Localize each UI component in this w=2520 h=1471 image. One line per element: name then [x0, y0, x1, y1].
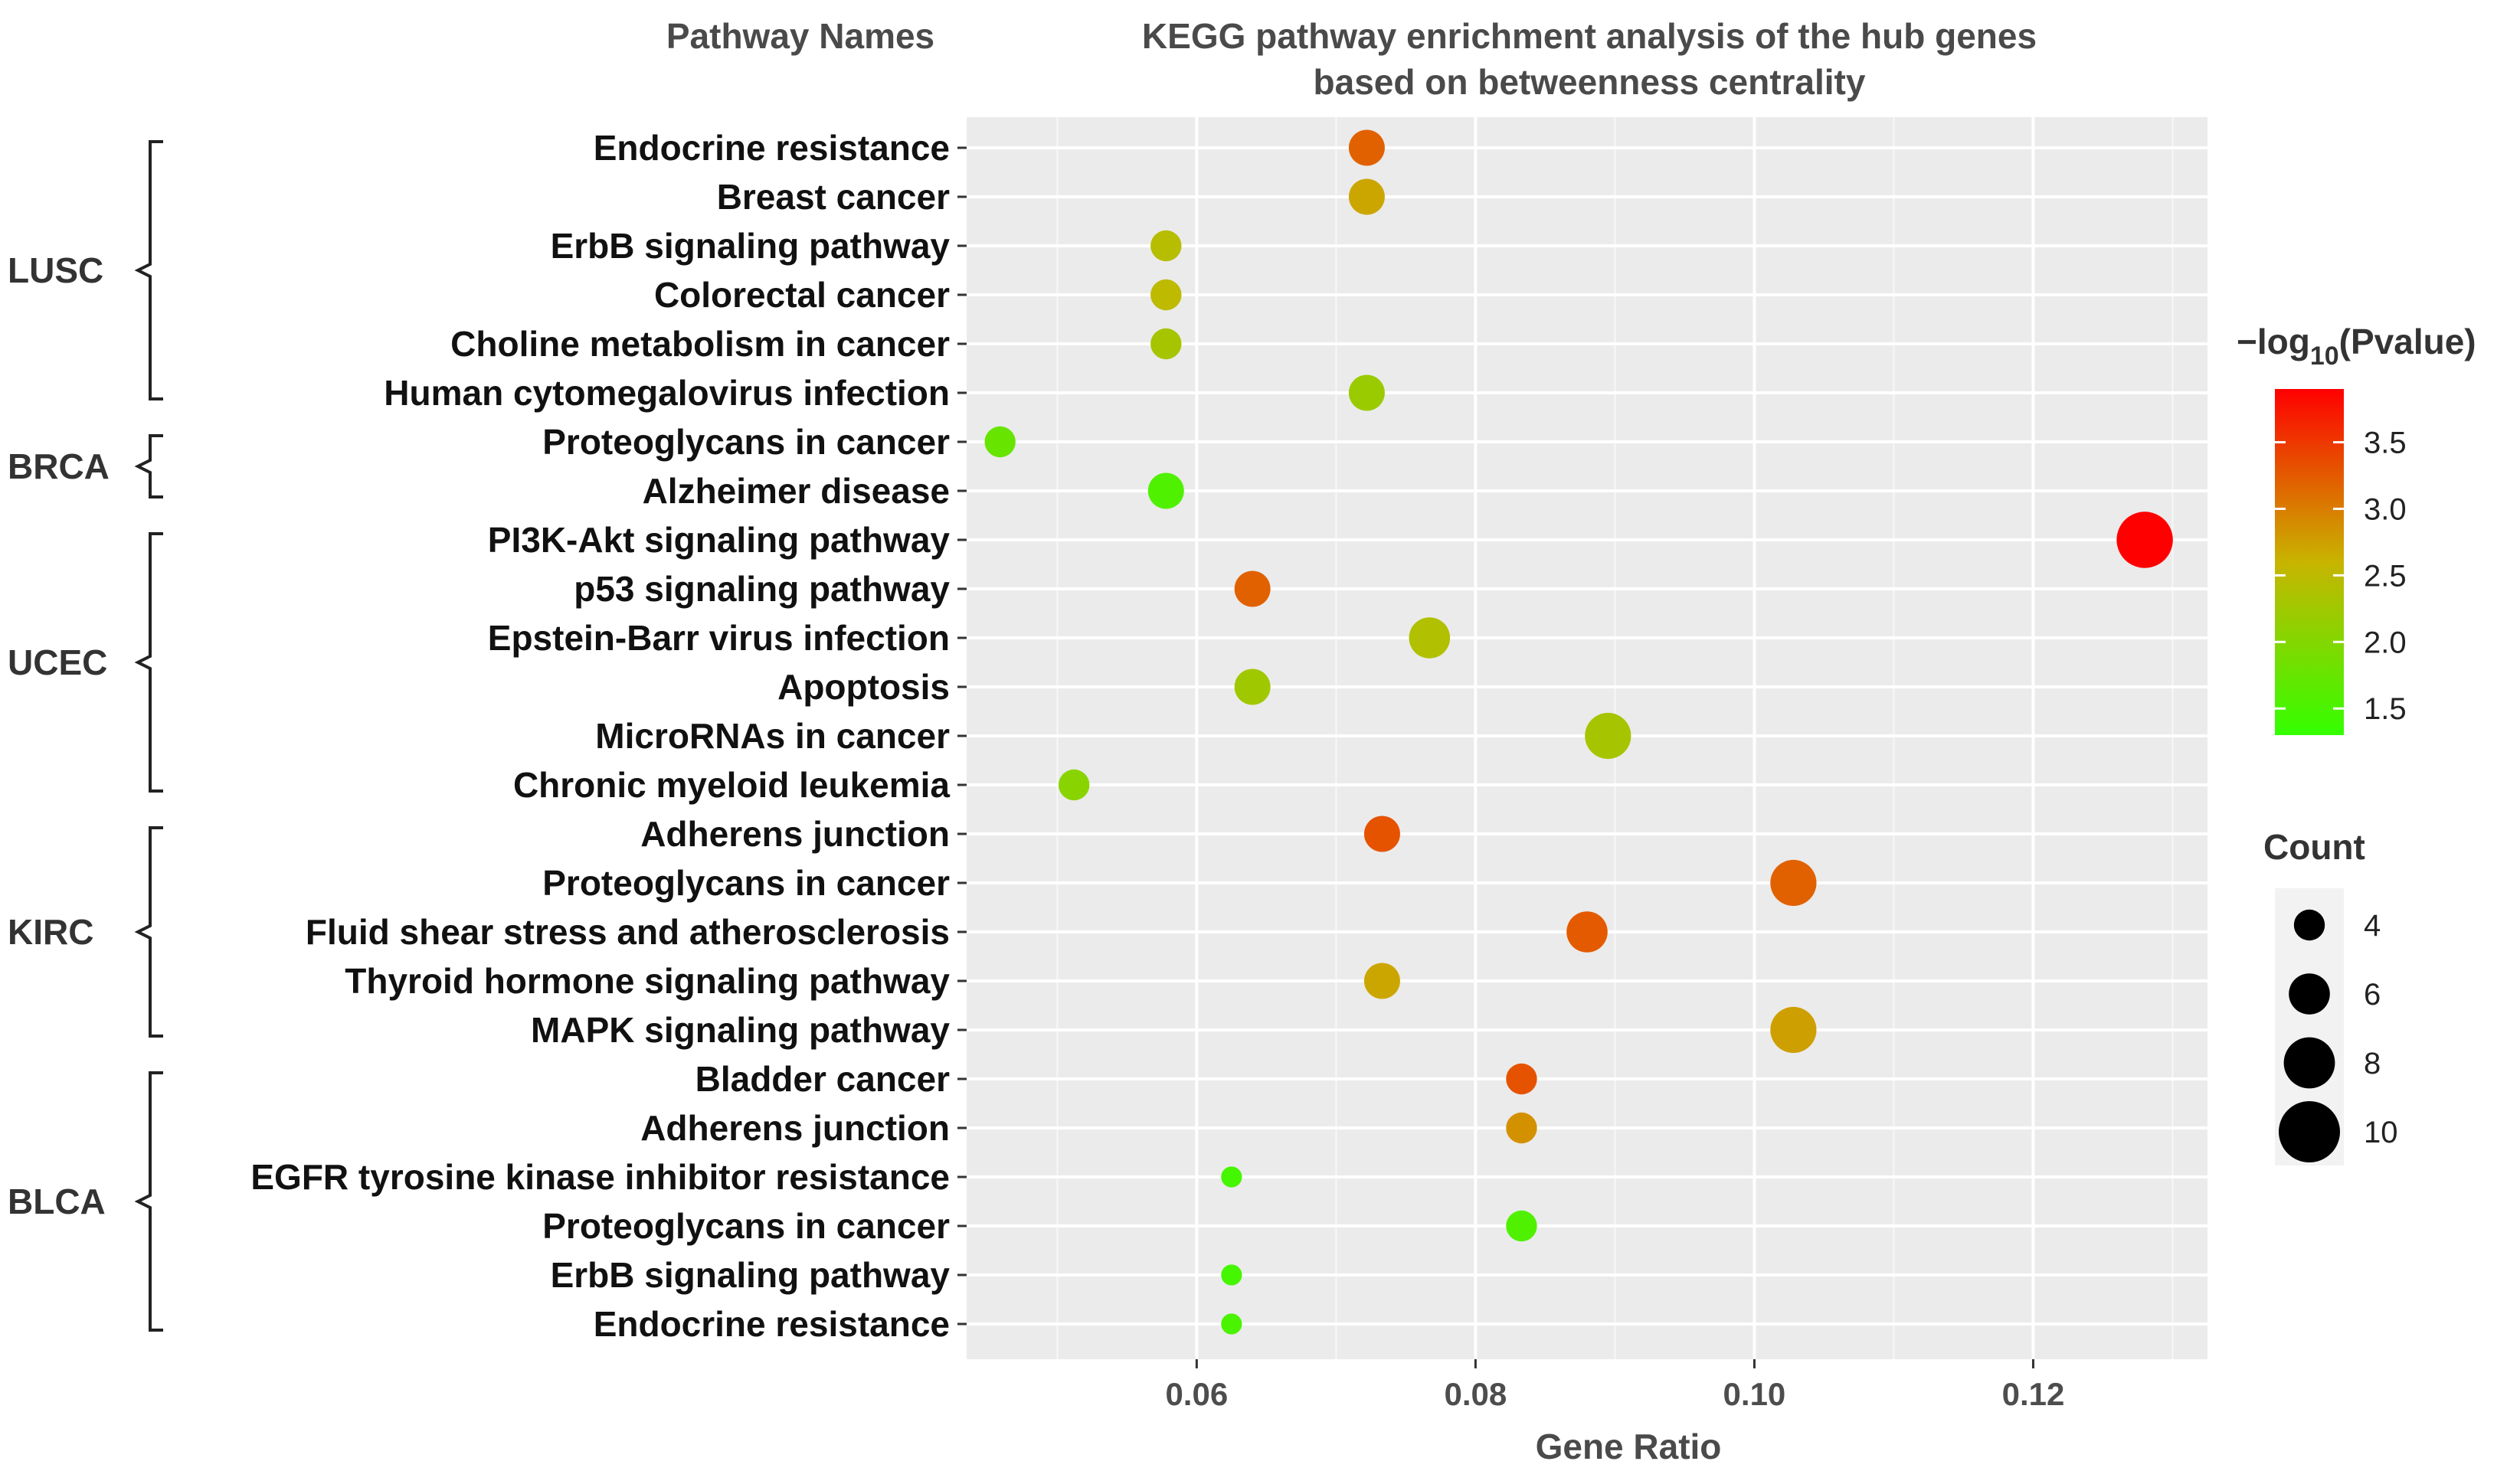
pathway-label: PI3K-Akt signaling pathway: [488, 520, 951, 560]
data-point: [1058, 769, 1090, 801]
size-legend-label: 10: [2364, 1116, 2398, 1149]
pathway-label: Endocrine resistance: [594, 128, 950, 168]
size-legend: Count 4 6 8 10: [2263, 827, 2398, 1165]
pathway-label: Adherens junction: [640, 1108, 950, 1148]
pathway-label: Endocrine resistance: [594, 1304, 950, 1344]
data-point: [1566, 911, 1608, 953]
data-point: [1150, 279, 1182, 311]
data-point: [1221, 1264, 1242, 1286]
data-point: [1221, 1166, 1242, 1188]
data-point: [1234, 668, 1271, 705]
data-point: [1221, 1313, 1242, 1335]
size-legend-title: Count: [2263, 827, 2365, 867]
data-point: [1150, 328, 1182, 360]
data-point: [2116, 512, 2173, 568]
pathway-label: Alzheimer disease: [643, 471, 950, 511]
group-label: BLCA: [8, 1182, 106, 1221]
group-label: LUSC: [8, 250, 103, 290]
color-legend-label: 1.5: [2364, 692, 2407, 726]
data-point: [1348, 178, 1385, 215]
data-point: [1506, 1112, 1537, 1144]
size-legend-label: 8: [2364, 1047, 2381, 1080]
pathway-label: EGFR tyrosine kinase inhibitor resistanc…: [250, 1157, 950, 1197]
data-point: [984, 426, 1016, 458]
color-legend: −log10(Pvalue) 1.5 2.0 2.5 3.0 3.5: [2237, 322, 2476, 735]
pathway-label: Proteoglycans in cancer: [542, 422, 950, 462]
pathway-label: Colorectal cancer: [654, 275, 950, 315]
color-legend-label: 3.5: [2364, 427, 2407, 460]
data-point: [1348, 374, 1385, 411]
data-point: [1363, 816, 1400, 852]
data-point: [1506, 1210, 1537, 1242]
group-bracket: [134, 1071, 163, 1332]
color-bar: [2275, 389, 2344, 735]
x-axis-label: Gene Ratio: [1536, 1427, 1722, 1466]
pathway-label: Proteoglycans in cancer: [542, 863, 950, 903]
group-label: UCEC: [8, 642, 107, 682]
chart-title-line1: KEGG pathway enrichment analysis of the …: [1142, 16, 2037, 56]
size-legend-dot: [2279, 1101, 2340, 1162]
pathway-names-header: Pathway Names: [666, 16, 934, 56]
x-tick-label: 0.10: [1723, 1376, 1786, 1412]
data-point: [1506, 1063, 1537, 1095]
pathway-label: Epstein-Barr virus infection: [488, 618, 950, 658]
pathway-label: Apoptosis: [777, 667, 950, 707]
data-point: [1348, 129, 1385, 166]
data-points: [984, 129, 2173, 1335]
group-label: KIRC: [8, 912, 93, 952]
pathway-label: Fluid shear stress and atherosclerosis: [306, 912, 950, 952]
chart-title-line2: based on betweenness centrality: [1314, 62, 1866, 102]
pathway-label: p53 signaling pathway: [574, 569, 950, 609]
data-point: [1147, 472, 1184, 509]
size-legend-label: 6: [2364, 978, 2381, 1012]
data-point: [1585, 712, 1631, 760]
group-bracket: [134, 532, 163, 793]
pathway-labels: Endocrine resistance Breast cancer ErbB si…: [250, 128, 967, 1344]
pathway-label: Choline metabolism in cancer: [450, 324, 950, 364]
pathway-label: Proteoglycans in cancer: [542, 1206, 950, 1246]
data-point: [1234, 570, 1271, 607]
size-legend-dot: [2293, 909, 2325, 941]
data-point: [1363, 963, 1400, 999]
color-legend-label: 3.0: [2364, 492, 2407, 526]
pathway-label: ErbB signaling pathway: [551, 226, 951, 266]
pathway-label: MAPK signaling pathway: [531, 1010, 950, 1050]
x-tick-label: 0.06: [1165, 1376, 1228, 1412]
group-bracket: [134, 140, 163, 400]
pathway-label: ErbB signaling pathway: [551, 1255, 951, 1295]
pathway-label: Breast cancer: [717, 177, 950, 217]
size-legend-dot: [2289, 973, 2330, 1015]
size-legend-dot: [2283, 1037, 2335, 1089]
group-label: BRCA: [8, 446, 110, 486]
pathway-label: Human cytomegalovirus infection: [384, 373, 950, 413]
size-legend-label: 4: [2364, 909, 2381, 943]
data-point: [1770, 859, 1817, 907]
color-legend-label: 2.0: [2364, 626, 2407, 659]
pathway-label: Adherens junction: [640, 814, 950, 854]
data-point: [1150, 230, 1182, 262]
pathway-label: Thyroid hormone signaling pathway: [345, 961, 950, 1001]
x-tick-label: 0.08: [1445, 1376, 1507, 1412]
color-legend-title: −log10(Pvalue): [2237, 322, 2476, 371]
data-point: [1409, 617, 1451, 659]
x-tick-label: 0.12: [2002, 1376, 2065, 1412]
pathway-label: MicroRNAs in cancer: [595, 716, 950, 756]
data-point: [1770, 1006, 1817, 1054]
pathway-label: Chronic myeloid leukemia: [513, 765, 950, 805]
color-legend-label: 2.5: [2364, 559, 2407, 593]
group-bracket: [134, 434, 163, 499]
cancer-group-brackets: LUSC BRCA UCEC KIRC BLCA: [8, 140, 163, 1332]
group-bracket: [134, 826, 163, 1038]
x-axis-ticks: 0.06 0.08 0.10 0.12: [1165, 1359, 2064, 1412]
pathway-label: Bladder cancer: [695, 1059, 950, 1099]
